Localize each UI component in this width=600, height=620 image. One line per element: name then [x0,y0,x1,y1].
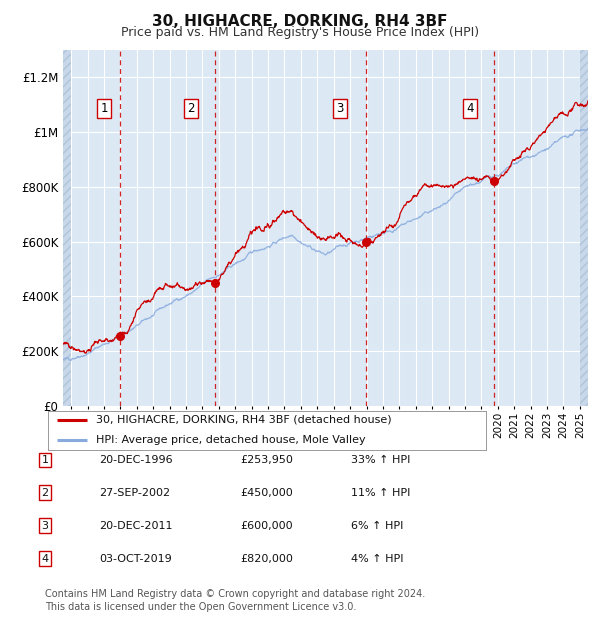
Text: 4% ↑ HPI: 4% ↑ HPI [351,554,404,564]
Text: 20-DEC-2011: 20-DEC-2011 [99,521,173,531]
Text: 20-DEC-1996: 20-DEC-1996 [99,455,173,465]
Text: 6% ↑ HPI: 6% ↑ HPI [351,521,403,531]
Text: 33% ↑ HPI: 33% ↑ HPI [351,455,410,465]
Text: 3: 3 [337,102,344,115]
Text: 1: 1 [41,455,49,465]
Text: 27-SEP-2002: 27-SEP-2002 [99,488,170,498]
Text: 1: 1 [100,102,108,115]
Text: 30, HIGHACRE, DORKING, RH4 3BF (detached house): 30, HIGHACRE, DORKING, RH4 3BF (detached… [96,415,392,425]
Text: £820,000: £820,000 [240,554,293,564]
Text: 11% ↑ HPI: 11% ↑ HPI [351,488,410,498]
Text: Contains HM Land Registry data © Crown copyright and database right 2024.
This d: Contains HM Land Registry data © Crown c… [45,589,425,612]
Bar [63,50,71,406]
Bar [580,50,588,406]
Text: Price paid vs. HM Land Registry's House Price Index (HPI): Price paid vs. HM Land Registry's House … [121,26,479,39]
Text: £253,950: £253,950 [240,455,293,465]
Text: £450,000: £450,000 [240,488,293,498]
Text: HPI: Average price, detached house, Mole Valley: HPI: Average price, detached house, Mole… [96,435,366,445]
Text: 3: 3 [41,521,49,531]
Text: 2: 2 [41,488,49,498]
Text: 4: 4 [41,554,49,564]
Text: 4: 4 [466,102,473,115]
Text: 30, HIGHACRE, DORKING, RH4 3BF: 30, HIGHACRE, DORKING, RH4 3BF [152,14,448,29]
Text: 03-OCT-2019: 03-OCT-2019 [99,554,172,564]
Text: 2: 2 [187,102,195,115]
Text: £600,000: £600,000 [240,521,293,531]
